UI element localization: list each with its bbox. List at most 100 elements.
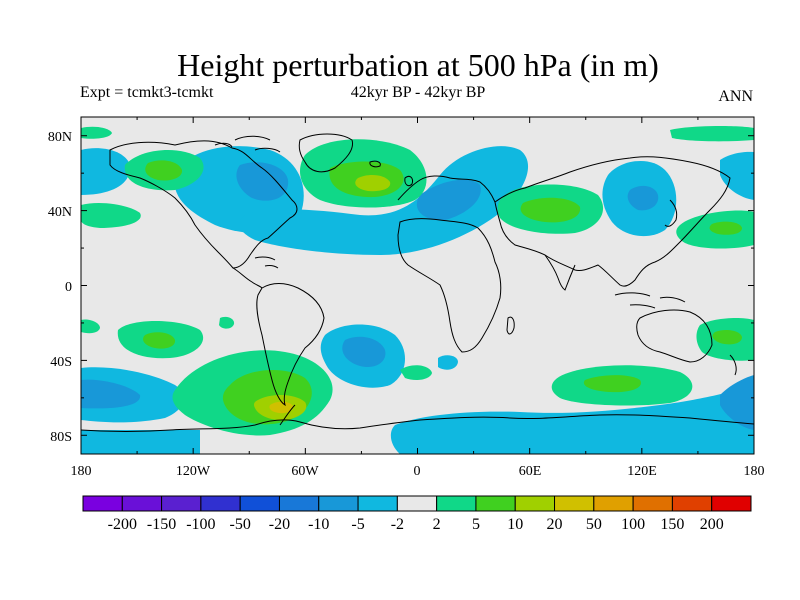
coast-japan: [664, 199, 678, 227]
season-label: ANN: [718, 88, 753, 105]
contour-neg-safrica: [438, 355, 458, 370]
colorbar-swatch: [436, 495, 477, 512]
contour-pos-socean-peak: [269, 401, 294, 414]
colorbar-swatch: [357, 495, 398, 512]
colorbar-label: 2: [433, 516, 441, 533]
plot-title: Height perturbation at 500 hPa (in m): [177, 47, 659, 83]
contour-pos-nwpacific-2: [81, 202, 141, 228]
lon-labels: 180 120W 60W 0 60E 120E 180: [71, 464, 765, 479]
contour-pos-nepacific-core: [145, 160, 183, 181]
colorbar-swatch: [593, 495, 634, 512]
coast-new-zealand: [729, 354, 737, 376]
contour-neg-southatlantic-core: [342, 336, 386, 368]
coast-australia: [636, 309, 713, 363]
colorbar-swatch: [396, 495, 438, 512]
contour-neg-sw: [81, 430, 200, 454]
colorbar-swatch: [475, 495, 516, 512]
coast-greenland: [298, 133, 354, 173]
contour-pos-arctic-east: [670, 125, 754, 142]
coast-europe: [397, 175, 496, 203]
colorbar-swatch: [514, 495, 556, 512]
coast-british-isles: [404, 175, 413, 187]
experiment-label: Expt = tcmkt3-tcmkt: [80, 84, 214, 101]
coast-asia: [494, 156, 731, 287]
coast-india: [544, 254, 576, 291]
lon-label-60w: 60W: [291, 464, 319, 479]
tick-marks: [80, 117, 755, 454]
contour-neg-southpacific-core: [81, 379, 141, 409]
colorbar-label: 5: [472, 516, 480, 533]
colorbar-label: -20: [269, 516, 290, 533]
colorbar-swatch: [711, 495, 752, 512]
contour-pos-spot-1: [81, 319, 100, 334]
colorbar-swatch: [554, 495, 595, 512]
lat-label-40n: 40N: [48, 205, 72, 220]
colorbar-label: 10: [507, 516, 523, 533]
coast-north-america: [109, 140, 298, 269]
contour-neg-se-corner: [720, 375, 754, 430]
contour-neg-nwpacific: [81, 148, 131, 195]
coast-south-america: [256, 283, 325, 407]
colorbar-swatch: [121, 495, 163, 512]
colorbar-swatch: [82, 495, 123, 512]
lat-label-0: 0: [65, 280, 72, 295]
colorbar-label: -100: [186, 516, 215, 533]
colorbar-swatch: [632, 495, 673, 512]
lon-label-120w: 120W: [176, 464, 211, 479]
colorbar-swatch: [200, 495, 241, 512]
contour-fill-layer: [81, 125, 754, 454]
contour-neg-ne-corner: [720, 151, 754, 200]
colorbar-label: -200: [108, 516, 137, 533]
coast-madagascar: [506, 316, 515, 335]
contour-pos-asia-core: [520, 197, 581, 223]
colorbar-label: -10: [308, 516, 329, 533]
coast-caribbean: [254, 256, 279, 269]
lon-label-180e: 180: [744, 464, 765, 479]
contour-pos-wpacific-core: [709, 221, 742, 235]
colorbar-swatch: [161, 495, 202, 512]
coast-antarctic-peninsula: [279, 404, 296, 426]
contour-pos-sindian-core: [583, 375, 641, 393]
colorbar-label: -150: [147, 516, 176, 533]
coastlines: [81, 133, 754, 432]
coast-central-america: [232, 267, 263, 289]
colorbar-swatch: [239, 495, 280, 512]
colorbar-labels: -200 -150 -100 -50 -20 -10 -5 -2 2 5 10 20 50 100 150 2…: [108, 516, 724, 533]
colorbar-swatch: [318, 495, 359, 512]
contour-pos-se-core: [712, 329, 742, 345]
lat-label-80s: 80S: [50, 430, 72, 445]
contour-neg-eastasia-core: [627, 185, 659, 211]
colorbar-label: -2: [391, 516, 404, 533]
colorbar-label: 20: [547, 516, 563, 533]
coast-antarctica: [81, 414, 754, 432]
colorbar-swatch: [278, 495, 320, 512]
contour-pos-spacific-core: [143, 332, 176, 349]
contour-pos-arctic-west: [81, 126, 112, 139]
coast-iceland: [369, 160, 381, 168]
contour-pos-natlantic-core: [355, 174, 391, 192]
contour-neg-atlantic: [239, 146, 529, 255]
contour-pos-safrica: [400, 365, 432, 381]
colorbar-label: 100: [621, 516, 645, 533]
lat-labels: 80N 40N 0 40S 80S: [48, 130, 72, 445]
colorbar-label: 50: [586, 516, 602, 533]
colorbar-label: 200: [700, 516, 724, 533]
colorbar-label: -5: [351, 516, 364, 533]
lon-label-180w: 180: [71, 464, 92, 479]
colorbar-label: -50: [230, 516, 251, 533]
colorbar-label: 150: [660, 516, 684, 533]
contour-neg-antarctic: [390, 385, 754, 454]
period-label: 42kyr BP - 42kyr BP: [351, 84, 486, 101]
map-panel: 80N 40N 0 40S 80S 180 120W 60W 0 60E 120…: [48, 116, 765, 479]
lon-label-60e: 60E: [519, 464, 542, 479]
lat-label-40s: 40S: [50, 355, 72, 370]
colorbar: [82, 495, 752, 512]
lon-label-0: 0: [414, 464, 421, 479]
coast-africa: [397, 218, 502, 353]
lon-label-120e: 120E: [627, 464, 657, 479]
coast-indonesia: [614, 292, 686, 309]
contour-pos-spot-2: [219, 316, 235, 329]
coast-arctic-islands: [214, 135, 281, 153]
colorbar-swatch: [671, 495, 713, 512]
